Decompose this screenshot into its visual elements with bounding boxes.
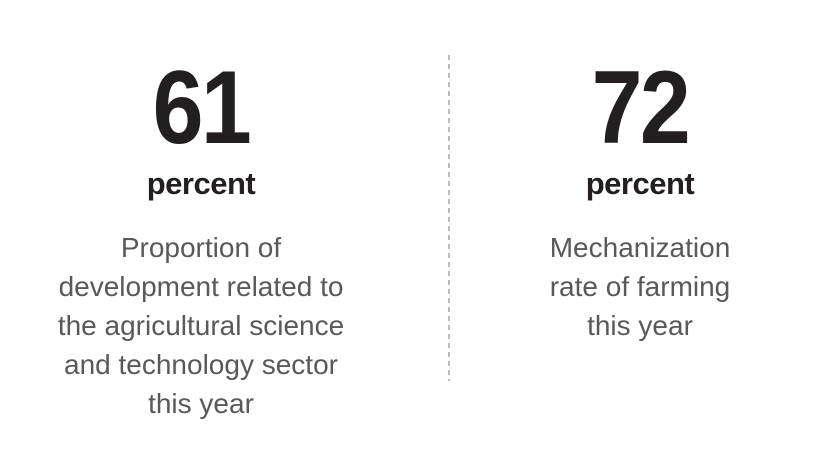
stat-value-left: 61	[40, 52, 362, 160]
stat-unit-left: percent	[146, 166, 256, 201]
dashed-divider	[448, 55, 450, 381]
stat-value-right: 72	[478, 52, 802, 160]
stat-description-right: Mechanization rate of farming this year	[549, 232, 731, 341]
stat-description-left: Proportion of development related to the…	[57, 232, 345, 419]
stat-value-left-text: 61	[152, 50, 252, 166]
stat-value-right-text: 72	[591, 50, 691, 166]
stat-block-mechanization: 72 percent Mechanization rate of farming…	[478, 52, 802, 345]
stat-block-agri-science: 61 percent Proportion of development rel…	[40, 52, 362, 423]
stat-unit-right: percent	[585, 166, 695, 201]
